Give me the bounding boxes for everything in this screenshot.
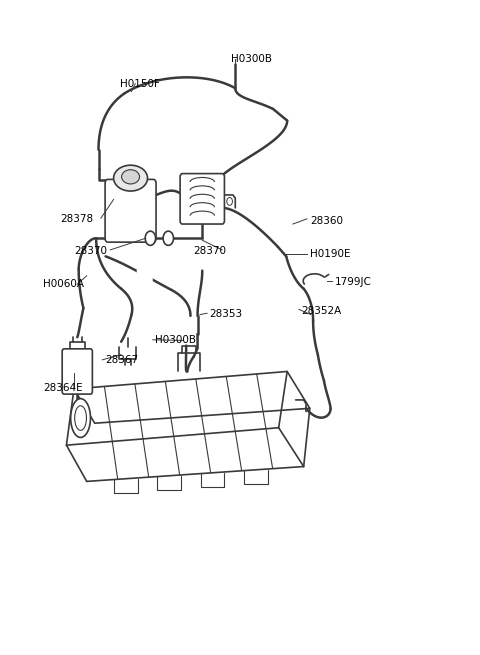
Text: 28378: 28378	[60, 214, 93, 224]
Text: 28364E: 28364E	[43, 383, 83, 392]
FancyBboxPatch shape	[137, 269, 153, 282]
Circle shape	[227, 198, 232, 205]
Ellipse shape	[121, 170, 140, 184]
Text: 28352A: 28352A	[301, 306, 342, 316]
Text: H0190E: H0190E	[310, 250, 350, 259]
Text: H0300B: H0300B	[231, 54, 272, 64]
FancyBboxPatch shape	[62, 349, 92, 394]
Text: 28360: 28360	[310, 215, 343, 226]
Text: H0150F: H0150F	[120, 79, 159, 89]
Ellipse shape	[71, 399, 91, 438]
Text: 28367: 28367	[106, 356, 139, 365]
Ellipse shape	[114, 165, 147, 191]
Circle shape	[145, 231, 156, 246]
Text: 28353: 28353	[209, 309, 242, 319]
Text: H0300B: H0300B	[155, 335, 196, 345]
Text: 28370: 28370	[193, 246, 226, 255]
Text: 1799JC: 1799JC	[335, 277, 371, 288]
Circle shape	[163, 231, 173, 246]
FancyBboxPatch shape	[180, 174, 225, 224]
Text: H0060A: H0060A	[43, 279, 84, 289]
Text: 28370: 28370	[74, 246, 107, 255]
Ellipse shape	[75, 405, 86, 430]
FancyBboxPatch shape	[105, 179, 156, 242]
